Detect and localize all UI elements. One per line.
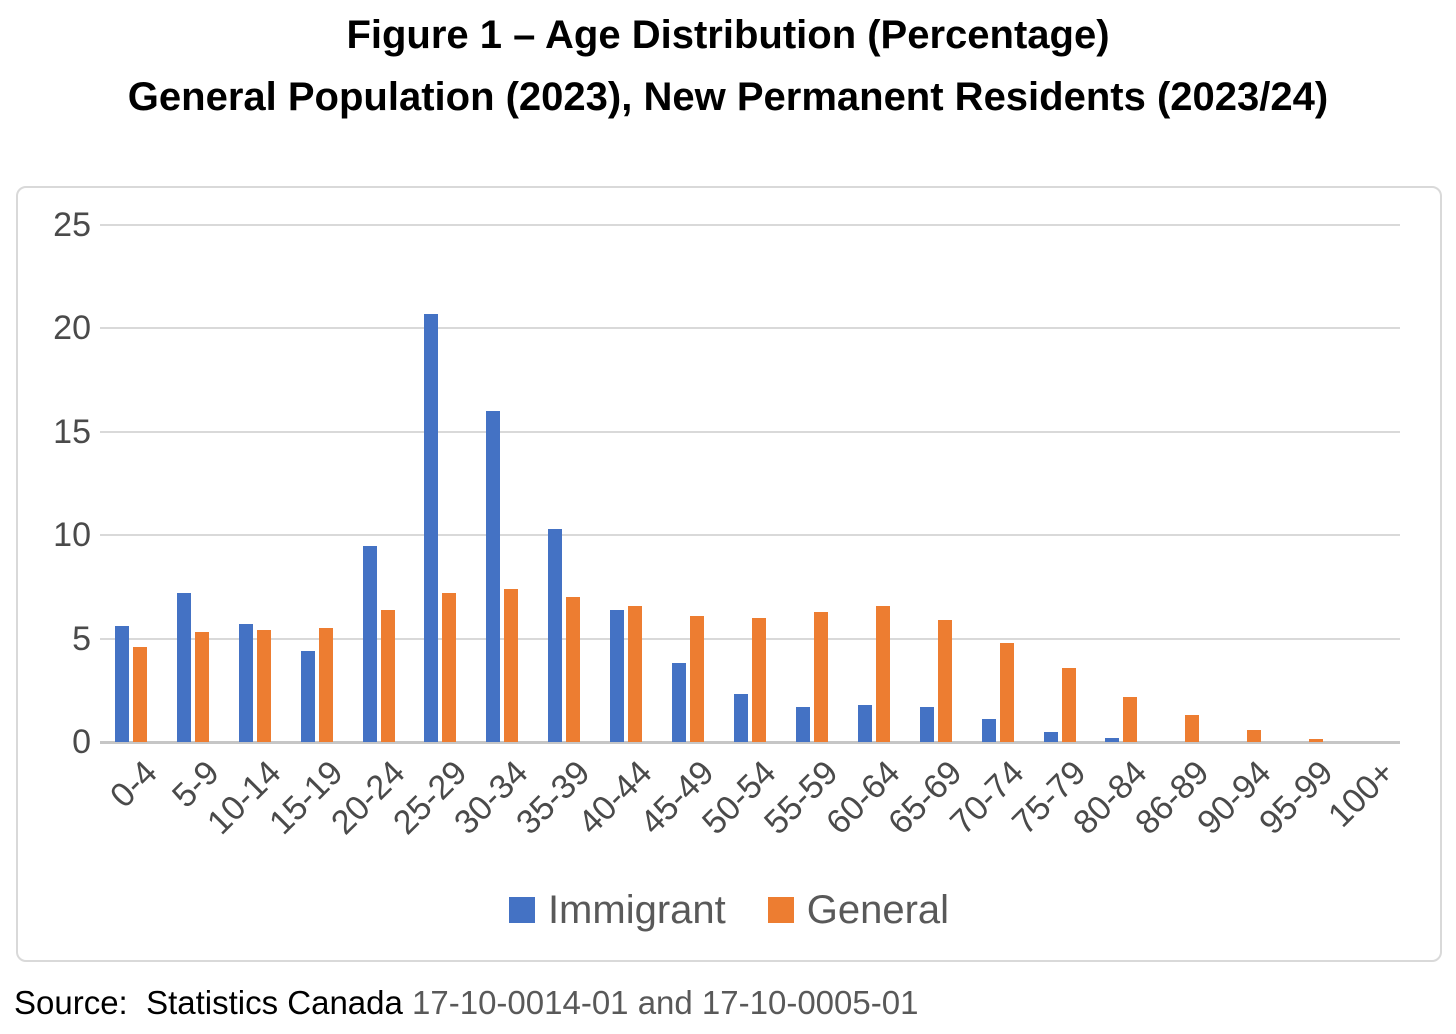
y-axis-tick-20: 20 (53, 309, 91, 348)
source-dataset-codes: 17-10-0014-01 and 17-10-0005-01 (412, 984, 919, 1021)
bar-general-70-74 (999, 642, 1014, 742)
y-axis-tick-25: 25 (53, 206, 91, 244)
plot-area: 0 5 10 15 20 25 0-4 5-9 10-14 15-19 20-24 25-29 30-3… (53, 206, 1403, 842)
legend-swatch-general-icon (767, 897, 794, 923)
bar-immigrant-30-34 (486, 411, 501, 742)
bar-immigrant-0-4 (114, 626, 129, 742)
bar-general-75-79 (1061, 667, 1076, 742)
x-axis-line (100, 741, 1400, 744)
legend-item-general: General (767, 887, 950, 933)
gridline-y-5 (100, 637, 1400, 640)
gridline-y-25 (100, 224, 1400, 226)
bar-general-30-34 (504, 588, 519, 742)
bar-general-5-9 (194, 632, 209, 742)
figure-title-line1: Figure 1 – Age Distribution (Percentage) (346, 13, 1110, 57)
legend-label-immigrant: Immigrant (547, 887, 726, 932)
legend-swatch-immigrant-icon (508, 897, 535, 923)
bar-general-50-54 (752, 617, 766, 742)
legend-item-immigrant: Immigrant (508, 887, 726, 933)
y-axis-tick-10: 10 (53, 516, 91, 555)
source-line: Source: Statistics Canada 17-10-0014-01 … (14, 984, 918, 1022)
gridline-y-20 (100, 327, 1400, 330)
bar-immigrant-65-69 (919, 706, 934, 742)
bar-general-80-84 (1123, 696, 1138, 742)
bar-immigrant-15-19 (300, 651, 315, 742)
bar-general-65-69 (937, 620, 952, 742)
y-axis-tick-0: 0 (72, 723, 91, 761)
bar-immigrant-25-29 (424, 313, 439, 742)
bar-immigrant-40-44 (610, 609, 625, 742)
bar-general-55-59 (813, 611, 828, 742)
bar-general-20-24 (380, 609, 395, 742)
bar-immigrant-5-9 (176, 593, 191, 742)
legend-label-general: General (806, 887, 950, 932)
bar-immigrant-80-84 (1105, 737, 1120, 742)
gridline-y-15 (100, 430, 1400, 433)
bar-general-0-4 (132, 646, 147, 742)
bar-general-95-99 (1309, 738, 1324, 742)
chart-legend: Immigrant General (18, 887, 1440, 933)
bar-immigrant-55-59 (795, 706, 810, 742)
bar-immigrant-45-49 (672, 663, 687, 742)
y-axis-tick-5: 5 (72, 619, 91, 658)
gridline-y-10 (100, 534, 1400, 537)
figure-title-block: Figure 1 – Age Distribution (Percentage)… (0, 4, 1456, 128)
bar-immigrant-60-64 (857, 704, 872, 742)
bar-immigrant-10-14 (238, 624, 253, 742)
y-axis-tick-15: 15 (53, 412, 91, 451)
bar-immigrant-75-79 (1043, 731, 1058, 742)
bar-general-25-29 (442, 593, 457, 742)
bar-general-60-64 (875, 605, 890, 742)
bar-general-35-39 (566, 597, 581, 742)
bar-immigrant-20-24 (362, 545, 377, 742)
source-prefix: Source: Statistics Canada (14, 984, 413, 1021)
chart-card: 0 5 10 15 20 25 0-4 5-9 10-14 15-19 20-24 25-29 30-3… (16, 186, 1442, 962)
bar-general-15-19 (318, 628, 333, 742)
bar-immigrant-35-39 (548, 529, 563, 742)
bar-general-90-94 (1247, 729, 1262, 742)
bar-general-40-44 (628, 605, 643, 742)
figure-title-line2: General Population (2023), New Permanent… (127, 75, 1329, 119)
bar-immigrant-50-54 (734, 694, 748, 742)
bar-general-86-89 (1185, 715, 1200, 742)
bar-general-45-49 (690, 615, 705, 742)
bar-immigrant-70-74 (981, 719, 996, 742)
bar-general-10-14 (256, 630, 271, 742)
